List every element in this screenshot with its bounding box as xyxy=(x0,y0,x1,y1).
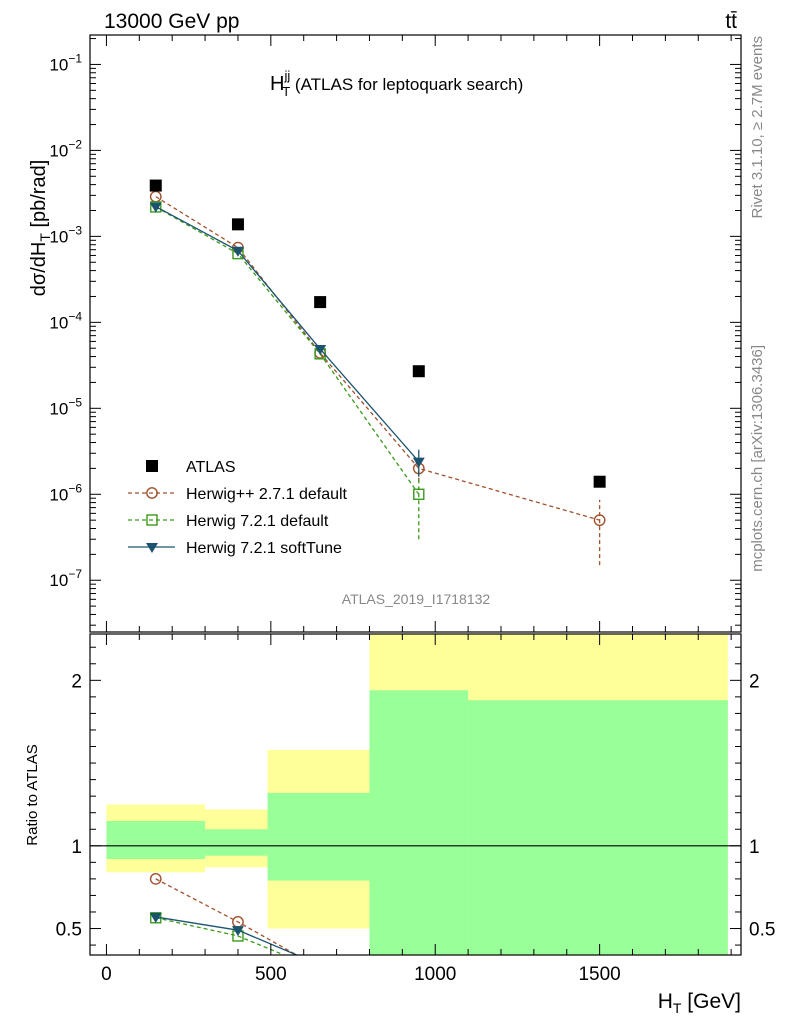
legend-label: ATLAS xyxy=(186,459,236,476)
ratio-point xyxy=(314,961,326,971)
legend-item: Herwig 7.2.1 default xyxy=(128,513,329,530)
xtick-label: 500 xyxy=(255,964,287,985)
legend-item: Herwig 7.2.1 softTune xyxy=(128,540,342,557)
ratio-ytick-label-right: 1 xyxy=(749,837,760,858)
data-point xyxy=(314,344,327,355)
main-plot-layer xyxy=(149,179,606,566)
series-2 xyxy=(150,201,425,540)
legend-item: Herwig++ 2.7.1 default xyxy=(128,486,348,503)
mcplots-label: mcplots.cern.ch [arXiv:1306.3436] xyxy=(749,345,766,572)
ratio-ytick-label-right: 2 xyxy=(749,671,760,692)
main-frame xyxy=(89,34,742,633)
main-ylabel: dσ/dHT [pb/rad] xyxy=(28,160,53,297)
ratio-ytick-label-left: 1 xyxy=(71,837,82,858)
legend-label: Herwig 7.2.1 default xyxy=(186,513,329,530)
data-point xyxy=(231,246,244,257)
uncertainty-band-inner xyxy=(369,690,469,955)
data-point xyxy=(231,218,244,231)
ratio-point xyxy=(315,965,325,975)
legend-marker xyxy=(146,460,158,472)
data-point xyxy=(412,365,425,378)
xtick-label: 1000 xyxy=(414,964,456,985)
main-panel: 10−7 10−6 10−5 10−4 10−3 10−2 10−1 Hjj T (ATLAS… xyxy=(28,34,742,633)
xtick-label: 1500 xyxy=(578,964,620,985)
data-point xyxy=(593,475,606,488)
ratio-panel: 0.5 0.5 1 1 2 2 0 500 1000 1500 Ratio to ATLAS HT… xyxy=(24,633,775,1016)
ytick-label: 10−7 xyxy=(49,567,82,590)
legend-marker xyxy=(146,543,158,553)
legend: ATLAS Herwig++ 2.7.1 default Herwig 7.2.1 … xyxy=(128,459,348,557)
rivet-label: Rivet 3.1.10, ≥ 2.7M events xyxy=(749,36,766,219)
ratio-point xyxy=(149,912,162,923)
ytick-label: 10−4 xyxy=(49,309,82,332)
series-1 xyxy=(149,190,606,566)
series-line xyxy=(155,206,420,463)
ytick-label: 10−2 xyxy=(49,137,82,160)
ratio-ylabel: Ratio to ATLAS xyxy=(24,744,41,845)
data-point xyxy=(149,179,162,192)
legend-marker xyxy=(146,514,158,526)
ytick-label: 10−5 xyxy=(49,395,82,418)
legend-label: Herwig 7.2.1 softTune xyxy=(186,540,342,557)
ratio-series-2 xyxy=(149,912,326,971)
ratio-axis-ticks: 0.5 0.5 1 1 2 2 0 500 1000 1500 xyxy=(56,634,775,985)
uncertainty-band-inner xyxy=(106,820,206,860)
ratio-point xyxy=(231,926,244,937)
series-line xyxy=(155,196,600,521)
series-line xyxy=(155,206,420,495)
uncertainty-band-inner xyxy=(205,829,268,856)
legend-item: ATLAS xyxy=(146,459,236,476)
data-point xyxy=(149,202,162,213)
main-axis-ticks: 10−7 10−6 10−5 10−4 10−3 10−2 10−1 xyxy=(49,35,741,632)
data-point xyxy=(314,296,327,309)
ratio-ytick-label-left: 2 xyxy=(71,671,82,692)
data-point xyxy=(593,514,606,527)
ratio-plot-layer xyxy=(90,634,741,975)
main-title: Hjj T (ATLAS for leptoquark search) xyxy=(270,68,523,99)
data-point xyxy=(413,488,425,500)
ytick-label: 10−1 xyxy=(49,51,82,74)
ytick-label: 10−3 xyxy=(49,223,82,246)
ratio-point xyxy=(315,963,325,973)
ratio-frame xyxy=(89,633,742,956)
ratio-ytick-label-right: 0.5 xyxy=(749,920,775,941)
process-label: tt̄ xyxy=(725,10,737,33)
ratio-ytick-label-left: 0.5 xyxy=(56,920,82,941)
series-3 xyxy=(149,202,425,477)
data-point xyxy=(412,457,425,468)
ratio-point xyxy=(149,872,162,885)
series-0 xyxy=(149,179,606,488)
energy-label: 13000 GeV pp xyxy=(104,10,239,33)
legend-marker xyxy=(146,487,158,499)
analysis-tag: ATLAS_2019_I1718132 xyxy=(342,591,491,607)
uncertainty-band-inner xyxy=(468,700,728,955)
xlabel: HT [GeV] xyxy=(658,990,741,1016)
xtick-label: 0 xyxy=(101,964,112,985)
ytick-label: 10−6 xyxy=(49,481,82,504)
uncertainty-band-inner xyxy=(267,792,370,881)
legend-label: Herwig++ 2.7.1 default xyxy=(186,486,348,503)
